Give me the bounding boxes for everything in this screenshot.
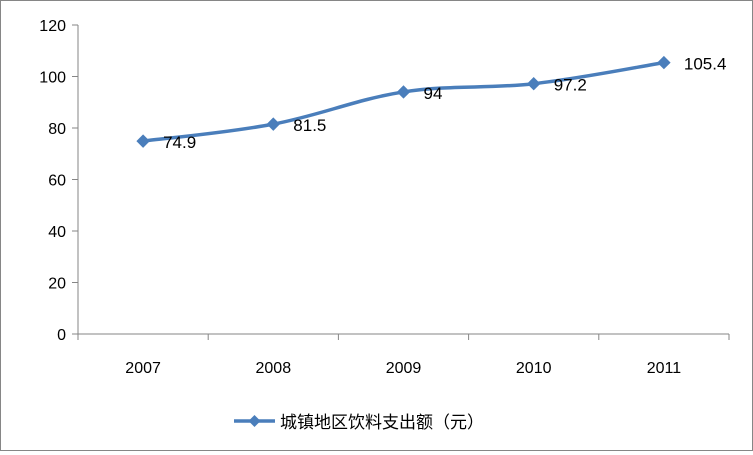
x-tick-label: 2011 bbox=[647, 360, 682, 377]
x-tick-label: 2007 bbox=[125, 360, 161, 377]
data-point-marker bbox=[266, 117, 281, 131]
y-tick-label: 100 bbox=[39, 70, 66, 87]
x-axis-ticks: 2007 2008 2009 2010 2011 bbox=[77, 334, 730, 377]
x-tick-label: 2010 bbox=[516, 360, 552, 377]
series-group: 74.9 81.5 94 97.2 105.4 bbox=[136, 55, 727, 152]
y-tick-label: 40 bbox=[48, 224, 66, 241]
data-label: 74.9 bbox=[163, 133, 196, 152]
y-axis-ticks: 0 20 40 60 80 100 120 bbox=[39, 18, 78, 344]
y-tick-label: 20 bbox=[48, 276, 66, 293]
legend-label: 城镇地区饮料支出额（元） bbox=[280, 413, 484, 432]
data-point-marker bbox=[657, 55, 671, 70]
y-tick-label: 0 bbox=[57, 327, 66, 344]
data-point-marker bbox=[526, 77, 541, 91]
data-label: 105.4 bbox=[684, 55, 727, 74]
data-label: 81.5 bbox=[293, 116, 326, 135]
legend-diamond-marker bbox=[248, 415, 261, 427]
y-tick-label: 60 bbox=[48, 173, 66, 190]
data-label: 94 bbox=[424, 84, 443, 103]
y-tick-label: 80 bbox=[48, 121, 66, 138]
legend: 城镇地区饮料支出额（元） bbox=[234, 413, 484, 432]
x-tick-label: 2008 bbox=[256, 360, 292, 377]
y-tick-label: 120 bbox=[39, 18, 66, 35]
data-point-marker bbox=[396, 85, 411, 99]
data-label: 97.2 bbox=[554, 76, 587, 95]
x-tick-label: 2009 bbox=[386, 360, 422, 377]
data-point-marker bbox=[136, 134, 150, 148]
series-line bbox=[141, 60, 666, 143]
